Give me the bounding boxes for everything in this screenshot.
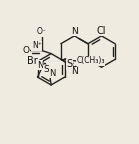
Text: O⁻: O⁻ (37, 27, 47, 36)
Text: Cl: Cl (97, 26, 106, 36)
Text: N: N (49, 69, 56, 78)
Text: Br: Br (27, 56, 38, 66)
Text: O: O (22, 46, 29, 55)
Text: C(CH₃)₃: C(CH₃)₃ (76, 56, 105, 66)
Text: S: S (66, 59, 73, 69)
Text: N: N (37, 61, 43, 70)
Text: N: N (71, 67, 78, 76)
Text: S: S (43, 65, 49, 74)
Text: N: N (71, 27, 78, 36)
Text: N⁺: N⁺ (32, 41, 42, 51)
